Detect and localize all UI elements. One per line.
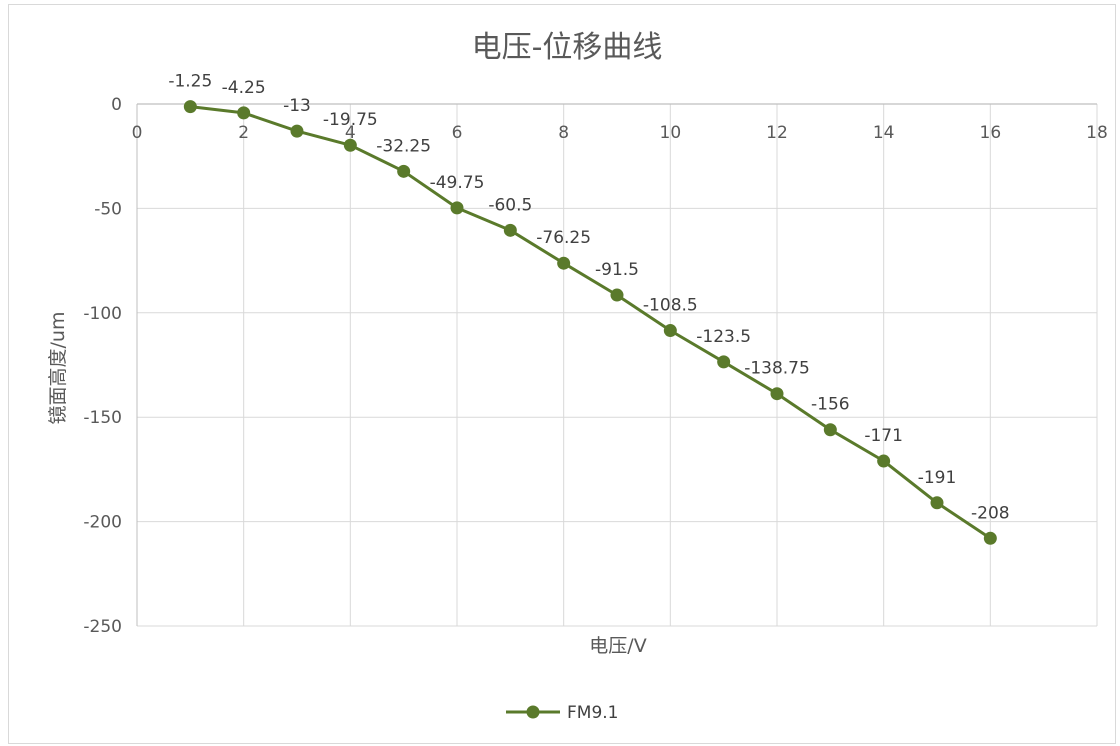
data-point[interactable] bbox=[183, 100, 197, 114]
axes bbox=[136, 103, 1097, 626]
data-point[interactable] bbox=[290, 124, 304, 138]
data-point[interactable] bbox=[823, 423, 837, 437]
data-point[interactable] bbox=[343, 138, 357, 152]
x-tick-label: 0 bbox=[132, 123, 143, 143]
chart-title: 电压-位移曲线 bbox=[472, 30, 663, 65]
chart-frame bbox=[8, 4, 1116, 744]
data-point[interactable] bbox=[503, 223, 517, 237]
x-tick-label: 6 bbox=[452, 123, 463, 143]
data-label: -76.25 bbox=[536, 228, 591, 248]
y-tick-label: -100 bbox=[83, 304, 122, 324]
data-label: -108.5 bbox=[643, 296, 698, 316]
x-tick-labels: 0 2 4 6 8 10 12 14 16 18 bbox=[132, 123, 1108, 143]
legend-label: FM9.1 bbox=[567, 703, 618, 723]
data-point[interactable] bbox=[663, 324, 677, 338]
data-label: -4.25 bbox=[222, 78, 266, 98]
x-tick-label: 18 bbox=[1086, 123, 1108, 143]
data-label: -208 bbox=[971, 503, 1010, 523]
data-point[interactable] bbox=[877, 454, 891, 468]
data-label: -1.25 bbox=[168, 72, 212, 92]
data-label: -123.5 bbox=[696, 327, 751, 347]
y-tick-labels: 0 -50 -100 -150 -200 -250 bbox=[83, 95, 122, 637]
data-point[interactable] bbox=[237, 106, 251, 120]
data-label: -171 bbox=[864, 426, 903, 446]
y-tick-label: 0 bbox=[111, 95, 122, 115]
x-tick-label: 10 bbox=[660, 123, 682, 143]
data-label: -91.5 bbox=[595, 260, 639, 280]
data-point[interactable] bbox=[717, 355, 731, 369]
data-label: -32.25 bbox=[376, 136, 431, 156]
x-tick-label: 14 bbox=[873, 123, 895, 143]
x-tick-label: 16 bbox=[980, 123, 1002, 143]
data-point[interactable] bbox=[770, 387, 784, 401]
data-label: -191 bbox=[918, 468, 957, 488]
data-label: -49.75 bbox=[430, 173, 485, 193]
x-axis-label: 电压/V bbox=[589, 635, 646, 657]
data-label: -138.75 bbox=[744, 359, 810, 379]
x-tick-label: 4 bbox=[345, 123, 356, 143]
series bbox=[183, 100, 997, 545]
data-point[interactable] bbox=[930, 496, 944, 510]
y-axis-label: 镜面高度/um bbox=[47, 312, 69, 425]
grid bbox=[137, 104, 1098, 627]
y-tick-label: -250 bbox=[83, 617, 122, 637]
data-labels: -1.25 -4.25 -13 -19.75 -32.25 -49.75-60.5-76.… bbox=[168, 72, 1009, 524]
x-tick-label: 12 bbox=[766, 123, 788, 143]
y-tick-label: -50 bbox=[94, 199, 122, 219]
data-point[interactable] bbox=[450, 201, 464, 215]
data-label: -13 bbox=[283, 96, 311, 116]
legend-swatch-marker bbox=[526, 705, 540, 719]
series-line bbox=[190, 105, 992, 540]
data-label: -60.5 bbox=[488, 195, 532, 215]
data-label: -156 bbox=[811, 395, 850, 415]
legend[interactable]: FM9.1 bbox=[506, 703, 618, 723]
x-tick-label: 2 bbox=[238, 123, 249, 143]
data-point[interactable] bbox=[983, 531, 997, 545]
x-tick-label: 8 bbox=[558, 123, 569, 143]
y-tick-label: -150 bbox=[83, 408, 122, 428]
data-point[interactable] bbox=[397, 164, 411, 178]
data-point[interactable] bbox=[557, 256, 571, 270]
data-point[interactable] bbox=[610, 288, 624, 302]
y-tick-label: -200 bbox=[83, 513, 122, 533]
data-label: -19.75 bbox=[323, 110, 378, 130]
